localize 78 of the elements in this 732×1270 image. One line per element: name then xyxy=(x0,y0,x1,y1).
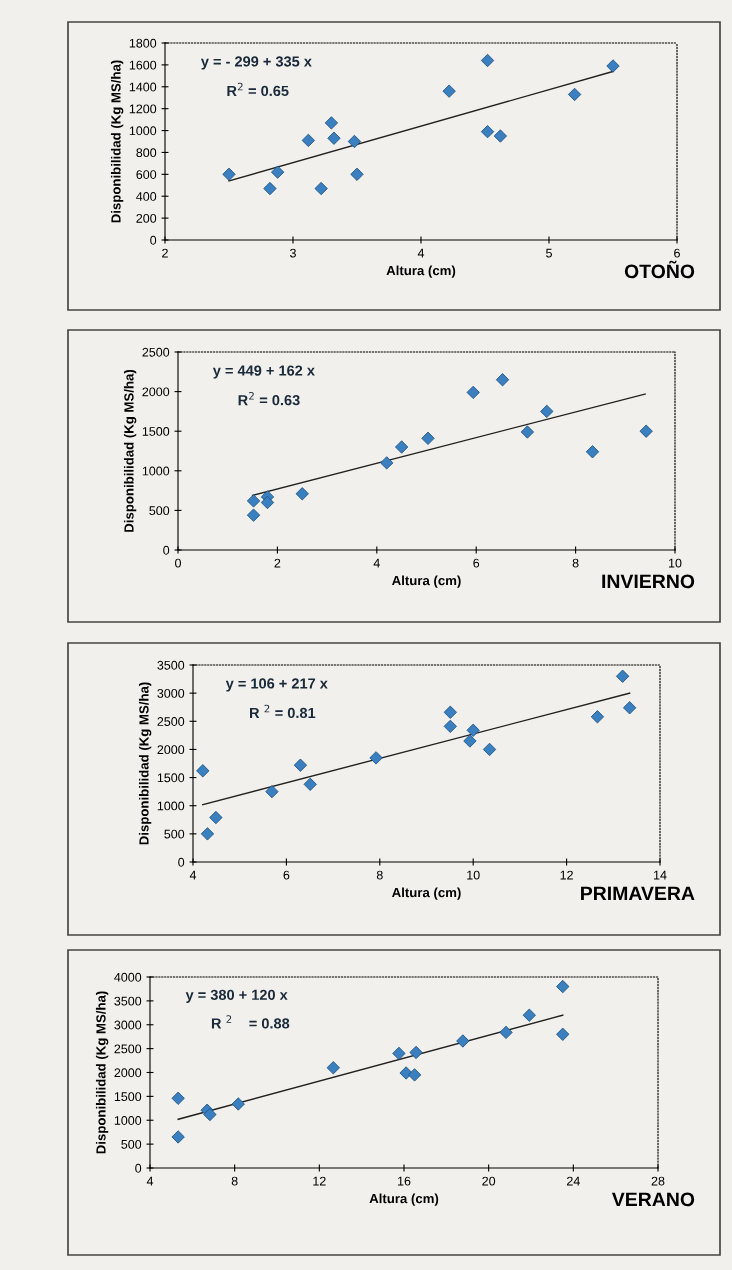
y-tick-label: 1200 xyxy=(129,104,157,114)
x-tick-label: 14 xyxy=(654,870,667,880)
point xyxy=(482,742,497,757)
x-tick-label: 16 xyxy=(398,1176,411,1186)
x-tick-label: 12 xyxy=(560,870,573,880)
point xyxy=(480,53,495,68)
x-tick-label: 10 xyxy=(467,870,480,880)
text: PRIMAVERA xyxy=(581,886,695,901)
x-tick-label: 8 xyxy=(572,558,579,568)
x-axis-title: Altura (cm) xyxy=(369,1193,439,1206)
x-tick-label: 12 xyxy=(313,1176,326,1186)
x-tick-label: 4 xyxy=(417,248,425,258)
x-tick-label: 6 xyxy=(473,558,480,568)
y-tick-label: 3500 xyxy=(114,996,142,1006)
y-tick-label: 1000 xyxy=(114,1116,142,1125)
y-tick-label: 800 xyxy=(136,148,157,158)
x-tick-label: 28 xyxy=(651,1176,665,1186)
x-tick-label: 6 xyxy=(674,248,680,258)
y-tick-label: 0 xyxy=(135,1163,142,1173)
text: VERANO xyxy=(611,1192,695,1207)
y-tick-label: 500 xyxy=(164,829,185,839)
x-tick-label: 20 xyxy=(482,1176,496,1186)
y-tick-label: 1000 xyxy=(129,126,157,136)
y-tick-label: 500 xyxy=(121,1139,142,1149)
y-tick-label: 600 xyxy=(136,170,157,179)
x-tick-label: 3 xyxy=(290,248,296,258)
y-tick-label: 2000 xyxy=(157,745,185,755)
y-tick-label: 1400 xyxy=(129,82,157,92)
y-tick-label: 1500 xyxy=(114,1092,142,1102)
y-tick-label: 1000 xyxy=(157,801,185,811)
x-tick-label: 8 xyxy=(376,870,383,880)
x-tick-label: 8 xyxy=(231,1176,238,1186)
y-tick-label: 0 xyxy=(163,545,170,555)
y-tick-label: 2500 xyxy=(157,717,185,726)
y-axis-title: Disponibilidad (Kg MS/ha) xyxy=(110,60,124,223)
y-tick-label: 4000 xyxy=(114,972,142,982)
y-tick-label: 3500 xyxy=(157,660,185,670)
annotation: R$^{2}$ = 0.63 xyxy=(238,392,300,406)
y-tick-label: 2000 xyxy=(114,1068,142,1078)
annotation: y = - 299 + 335 x xyxy=(200,56,312,70)
y-tick-label: 1000 xyxy=(142,466,170,476)
x-tick-label: 6 xyxy=(283,870,290,880)
x-tick-label: 4 xyxy=(373,558,380,568)
y-tick-label: 2500 xyxy=(142,347,170,357)
y-tick-label: 1600 xyxy=(129,60,157,70)
text: INVIERNO xyxy=(602,574,695,589)
y-tick-label: 0 xyxy=(150,235,157,245)
annotation: y = 449 + 162 x xyxy=(212,365,315,379)
annotation: y = 106 + 217 x xyxy=(225,678,328,692)
y-axis-title: Disponibilidad (Kg MS/ha) xyxy=(123,369,137,532)
x-axis-title: Altura (cm) xyxy=(392,575,461,588)
y-tick-label: 1500 xyxy=(157,773,185,783)
y-tick-label: 1500 xyxy=(142,427,170,436)
y-tick-label: 500 xyxy=(149,506,170,516)
text: R $^{2}$ = 0.88 xyxy=(211,1015,290,1029)
x-tick-label: 10 xyxy=(669,558,682,568)
y-tick-label: 3000 xyxy=(157,688,185,698)
x-axis-title: Altura (cm) xyxy=(386,265,456,278)
annotation: R $^{2}$ = 0.81 xyxy=(250,704,316,719)
x-tick-label: 4 xyxy=(146,1176,154,1186)
text: OTOÑO xyxy=(624,260,695,279)
y-axis-title: Disponibilidad (Kg MS/ha) xyxy=(95,991,109,1154)
y-tick-label: 400 xyxy=(136,192,157,201)
x-tick-label: 24 xyxy=(567,1176,580,1186)
y-tick-label: 200 xyxy=(136,213,157,223)
x-tick-label: 5 xyxy=(546,248,552,258)
x-tick-label: 2 xyxy=(274,558,281,568)
y-tick-label: 2500 xyxy=(114,1044,142,1054)
annotation: y = 380 + 120 x xyxy=(185,989,288,1003)
y-axis-title: Disponibilidad (Kg MS/ha) xyxy=(138,682,152,845)
y-tick-label: 2000 xyxy=(142,387,170,397)
y-tick-label: 3000 xyxy=(114,1020,142,1030)
annotation: R$^{2}$ = 0.65 xyxy=(227,82,289,97)
x-tick-label: 2 xyxy=(162,248,168,258)
x-axis-title: Altura (cm) xyxy=(392,887,461,900)
y-tick-label: 0 xyxy=(178,857,185,867)
x-tick-label: 4 xyxy=(189,870,197,880)
y-tick-label: 1800 xyxy=(129,38,157,48)
